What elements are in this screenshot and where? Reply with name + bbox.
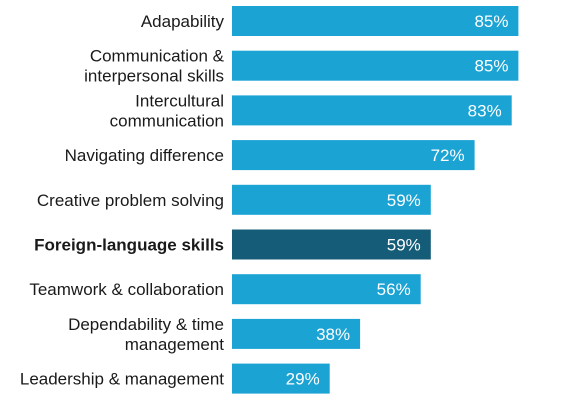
category-label-3: Navigating difference (65, 146, 224, 165)
value-label-0: 85% (474, 12, 508, 31)
category-label-5: Foreign-language skills (34, 236, 224, 255)
category-label-4: Creative problem solving (37, 191, 224, 210)
category-label-2-line-1: communication (110, 111, 224, 130)
bar-0 (232, 6, 519, 36)
bar-6 (232, 274, 421, 305)
category-label-6: Teamwork & collaboration (29, 280, 224, 299)
value-label-4: 59% (387, 191, 421, 210)
bar-1 (232, 50, 519, 81)
category-label-2-line-0: Intercultural (135, 91, 224, 110)
bar-7 (232, 318, 361, 349)
value-label-7: 38% (316, 325, 350, 344)
value-label-8: 29% (286, 370, 320, 389)
bar-4 (232, 184, 431, 215)
category-label-1-line-0: Communication & (90, 47, 225, 66)
bar-5 (232, 229, 431, 260)
bar-3 (232, 140, 475, 171)
value-label-3: 72% (431, 146, 465, 165)
category-label-7-line-1: management (125, 335, 225, 354)
category-label-8: Leadership & management (20, 370, 224, 389)
value-label-5: 59% (387, 236, 421, 255)
category-label-7-line-0: Dependability & time (68, 315, 224, 334)
category-label-1-line-1: interpersonal skills (84, 67, 224, 86)
bar-2 (232, 95, 512, 126)
value-label-2: 83% (468, 101, 502, 120)
value-label-1: 85% (474, 57, 508, 76)
value-label-6: 56% (377, 280, 411, 299)
category-label-0: Adapability (141, 12, 225, 31)
bar-8 (232, 363, 330, 394)
